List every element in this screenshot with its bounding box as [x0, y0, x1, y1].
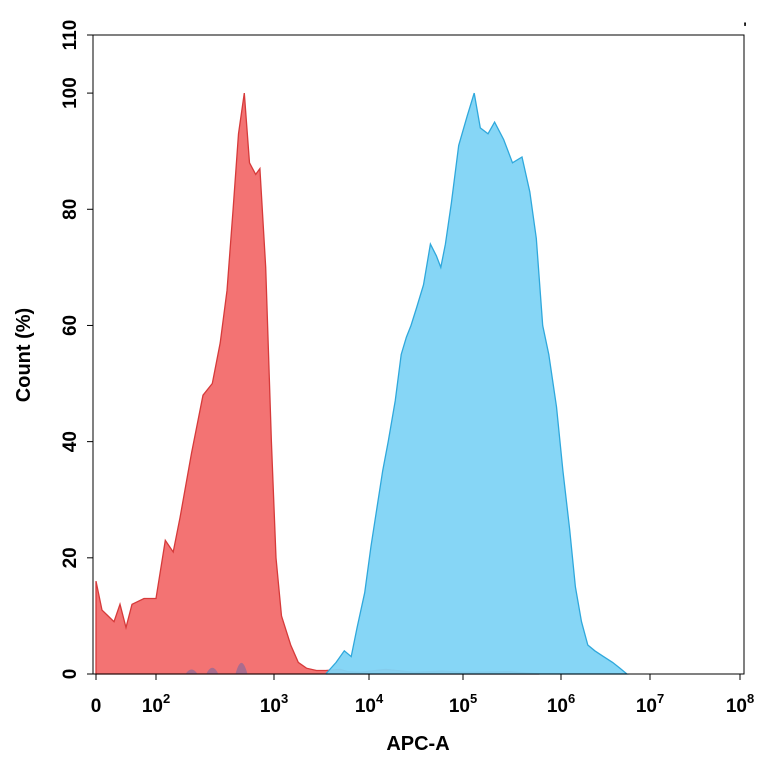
x-tick-label: 105	[449, 691, 477, 717]
y-tick-label: 100	[60, 77, 81, 109]
x-tick-label: 104	[355, 691, 384, 717]
overlap-bump-3	[235, 662, 248, 674]
y-tick-label: 110	[60, 20, 81, 51]
x-tick-label: 102	[142, 691, 170, 717]
y-tick-label: 80	[60, 199, 81, 220]
plot-frame	[92, 34, 745, 675]
corner-mark: '	[743, 19, 746, 35]
x-tick-label: 107	[636, 691, 664, 717]
x-tick-label: 0	[91, 696, 102, 717]
x-tick-label: 103	[260, 691, 288, 717]
overlap-bump-1	[185, 669, 198, 674]
x-tick-label: 106	[547, 691, 575, 717]
x-axis-title: APC-A	[386, 733, 449, 755]
histogram-series-2	[325, 92, 629, 675]
y-tick-label: 20	[60, 547, 81, 568]
histogram-areas	[95, 92, 629, 675]
overlap-bump-2	[206, 667, 219, 674]
y-tick-label: 60	[60, 315, 81, 336]
y-tick-label: 0	[60, 669, 81, 680]
y-axis-ticks: 0 20 40 60 80 100 110	[60, 20, 93, 680]
x-tick-label: 108	[726, 691, 754, 717]
y-tick-label: 40	[60, 431, 81, 452]
y-axis-title: Count (%)	[13, 308, 35, 402]
x-axis-ticks: 0 102 103 104 105 106 107 108	[91, 674, 754, 717]
